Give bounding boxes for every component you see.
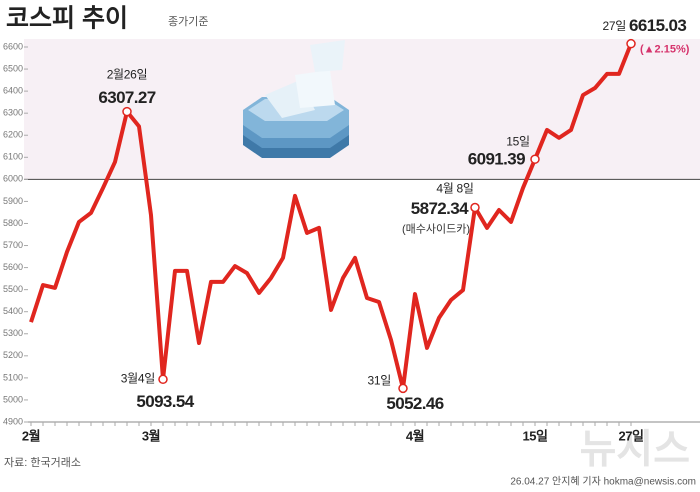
value-label: 6091.39 (468, 150, 525, 169)
point-marker (122, 106, 132, 117)
y-tick-label: 4900 (3, 416, 23, 426)
y-tick-label: 5500 (3, 284, 23, 294)
point-date: 15일 (506, 134, 530, 148)
y-tick-label: 5000 (3, 394, 23, 404)
point-marker (530, 154, 540, 164)
y-tick-label: 6300 (3, 108, 23, 118)
money-icon (243, 40, 349, 158)
value-label: 5052.46 (386, 394, 443, 413)
point-date: 31일 (368, 374, 392, 388)
x-tick-label: 15일 (523, 428, 548, 443)
y-tick-label: 6500 (3, 63, 23, 73)
chart-title: 코스피 추이 (6, 5, 128, 33)
chart-subtitle: 종가기준 (168, 15, 208, 28)
line (29, 42, 633, 391)
point-date: 2월26일 (107, 68, 148, 82)
x-tick-label: 3월 (142, 428, 160, 443)
y-tick-label: 5100 (3, 372, 23, 382)
value-label: 5093.54 (136, 392, 194, 411)
point-date: 3월4일 (121, 371, 155, 385)
value-label: 6615.03 (629, 16, 686, 35)
y-tick-label: 5300 (3, 328, 23, 338)
x-tick-label: 27일 (619, 428, 644, 443)
y-tick-label: 6400 (3, 85, 23, 95)
value-label: 6307.27 (98, 88, 155, 107)
point-marker (470, 202, 480, 213)
y-tick-label: 6000 (3, 174, 23, 184)
x-tick-label: 4월 (406, 428, 424, 443)
y-tick-label: 5600 (3, 262, 23, 272)
point-date: 27일 (603, 19, 627, 33)
point-marker (626, 38, 636, 49)
y-tick-label: 6100 (3, 152, 23, 162)
point-note: (매수사이드카) (402, 222, 470, 235)
source: 자료: 한국거래소 (4, 456, 81, 469)
credit: 26.04.27 안지혜 기자 hokma@newsis.com (510, 476, 696, 488)
point-marker (158, 374, 168, 385)
y-tick-label: 5900 (3, 196, 23, 206)
reference-zone (24, 39, 700, 180)
y-tick-label: 5400 (3, 306, 23, 316)
x-tick-label: 2월 (22, 428, 40, 443)
value-label: 5872.34 (411, 199, 469, 218)
y-tick-label: 5200 (3, 350, 23, 360)
y-tick-label: 5800 (3, 218, 23, 228)
watermark: 뉴시스 (580, 428, 690, 472)
point-marker (398, 383, 408, 394)
point-note: (▲2.15%) (640, 44, 690, 56)
y-tick-label: 6200 (3, 130, 23, 140)
y-tick-label: 6600 (3, 41, 23, 51)
y-tick-label: 5700 (3, 240, 23, 250)
point-date: 4월 8일 (436, 182, 473, 196)
